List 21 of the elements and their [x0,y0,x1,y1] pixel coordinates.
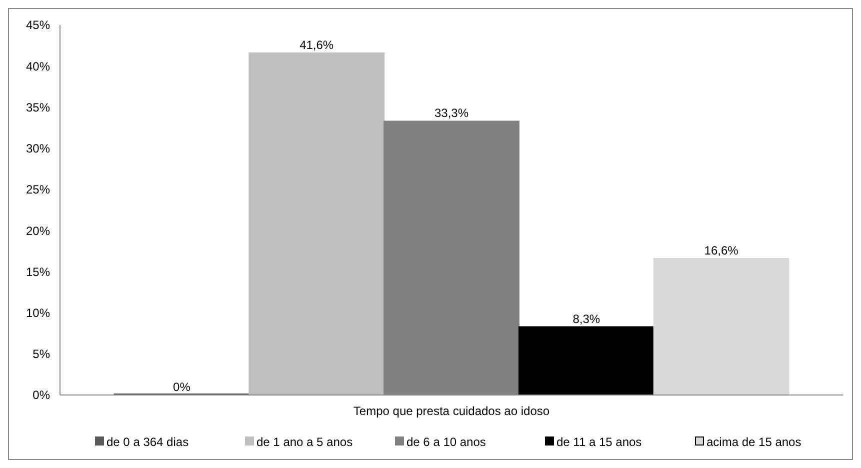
data-label: 8,3% [572,312,600,326]
y-tick-label: 10% [26,306,50,320]
y-tick-label: 40% [26,59,50,74]
y-tick-label: 30% [26,142,50,156]
x-tick-label: Tempo que presta cuidados ao idoso [353,404,550,418]
legend-label: de 0 a 364 dias [106,435,189,449]
legend-label: de 1 ano a 5 anos [256,435,353,449]
data-label: 16,6% [704,244,739,258]
y-tick-label: 20% [26,224,50,238]
y-tick-label: 5% [32,347,50,362]
y-tick-label: 35% [26,100,50,114]
y-tick-label: 45% [26,18,50,32]
data-label: 0% [173,380,191,394]
legend-label: acima de 15 anos [706,435,802,449]
legend-label: de 11 a 15 anos [556,435,642,449]
y-tick-label: 0% [32,388,50,402]
data-label: 41,6% [300,38,334,52]
legend-label: de 6 a 10 anos [406,435,486,449]
y-tick-label: 15% [26,264,50,279]
data-label: 33,3% [434,106,469,120]
y-tick-label: 25% [26,182,50,197]
